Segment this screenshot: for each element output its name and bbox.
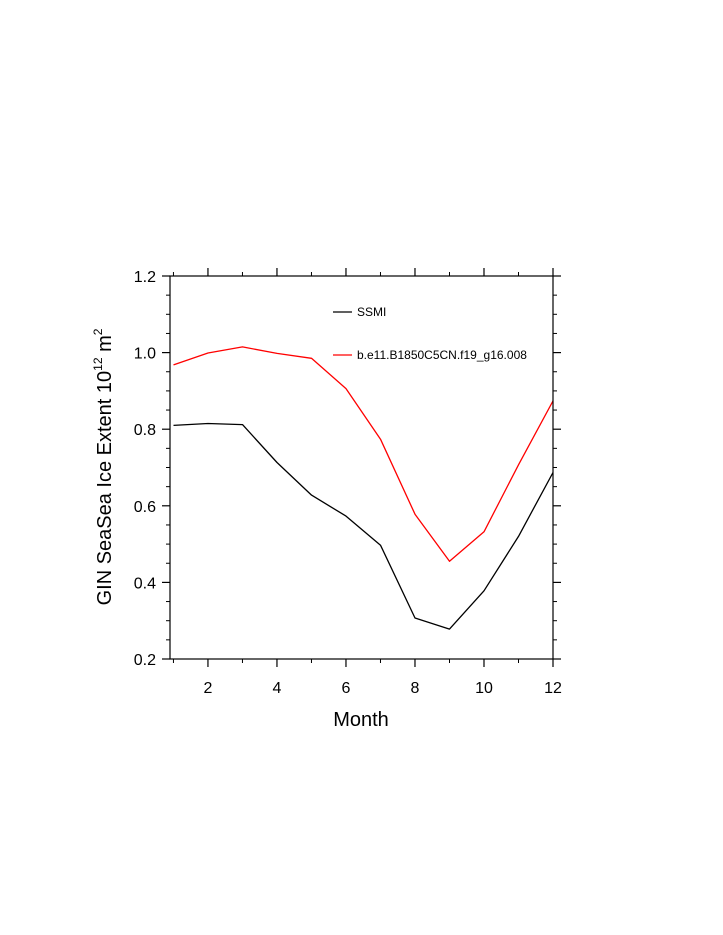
x-tick-label: 10 [475,680,493,697]
y-axis-title-exponent-1: 12 [91,357,105,371]
labels-layer: 2 4 6 8 10 12 0.2 0.4 0.6 0.8 1.0 1.2 [134,269,562,697]
series-line-1 [173,346,553,562]
ticks-layer [162,268,561,667]
legend-label-1: b.e11.B1850C5CN.f19_g16.008 [357,348,527,362]
plot-frame [169,275,554,660]
y-tick-label: 0.4 [134,575,156,592]
y-axis-title-base: GIN SeaSea Ice Extent 10 [94,371,116,606]
legend-label-0: SSMI [357,305,386,319]
y-axis-title-exponent-2: 2 [91,328,105,335]
y-tick-label: 0.6 [134,499,156,516]
y-tick-label: 1.0 [134,346,156,363]
series-layer [173,346,553,630]
frame-layer [169,275,554,660]
x-tick-label: 2 [204,680,213,697]
y-axis-title: GIN SeaSea Ice Extent 1012 m2 [91,328,116,605]
legend: SSMI b.e11.B1850C5CN.f19_g16.008 [333,305,527,362]
y-axis-title-unit: m [94,335,116,357]
x-tick-label: 12 [544,680,562,697]
x-tick-label: 4 [273,680,282,697]
y-tick-label: 1.2 [134,269,156,286]
y-tick-label: 0.2 [134,652,156,669]
x-tick-label: 6 [342,680,351,697]
series-line-0 [173,422,553,630]
x-tick-label: 8 [411,680,420,697]
x-axis-title: Month [333,709,389,731]
y-tick-label: 0.8 [134,422,156,439]
